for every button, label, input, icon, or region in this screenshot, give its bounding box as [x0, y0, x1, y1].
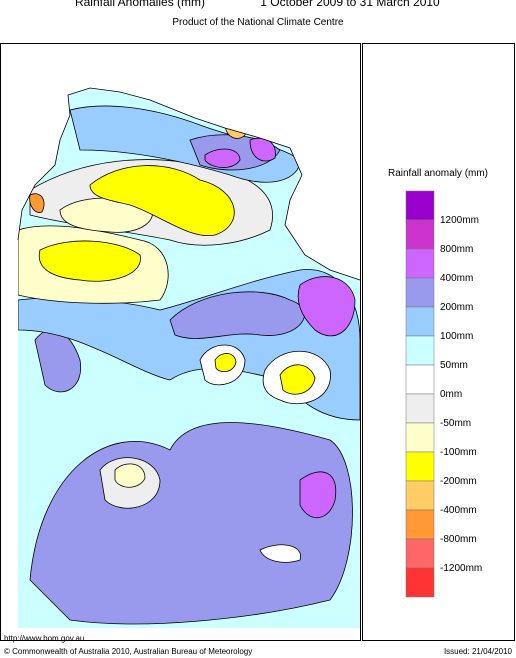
legend-swatch — [405, 567, 435, 598]
issued: Issued: 21/04/2010 — [444, 647, 513, 656]
legend-label: 0mm — [440, 389, 462, 400]
legend-label: -400mm — [440, 505, 477, 516]
anomaly-region — [89, 165, 235, 237]
legend-label: -100mm — [440, 447, 477, 458]
legend-swatch — [405, 335, 435, 366]
legend-label: 100mm — [440, 331, 473, 342]
url: http://www.bom.gov.au — [4, 634, 84, 643]
subtitle: Product of the National Climate Centre — [172, 17, 344, 28]
legend-swatch — [405, 422, 435, 453]
anomaly-region — [29, 193, 45, 213]
legend-swatch — [405, 306, 435, 337]
anomaly-region — [299, 471, 337, 518]
legend-swatch — [405, 364, 435, 395]
anomaly-region — [279, 364, 316, 395]
anomaly-region — [114, 463, 146, 488]
anomaly-region — [297, 276, 356, 337]
anomaly-region — [169, 291, 305, 339]
legend-label: 200mm — [440, 302, 473, 313]
legend-swatch — [405, 509, 435, 540]
legend-label: 400mm — [440, 273, 473, 284]
legend-label: -1200mm — [440, 563, 482, 574]
legend-label: 800mm — [440, 244, 473, 255]
legend-swatch — [405, 480, 435, 511]
legend-swatch — [405, 190, 435, 221]
anomaly-region — [214, 353, 237, 373]
anomaly-region — [38, 240, 141, 282]
legend-swatch — [405, 248, 435, 279]
legend-swatch — [405, 393, 435, 424]
anomaly-region — [59, 197, 153, 233]
legend-label: -800mm — [440, 534, 477, 545]
legend-frame — [362, 43, 515, 641]
legend-label: 1200mm — [440, 215, 479, 226]
legend-label: 50mm — [440, 360, 468, 371]
legend-title: Rainfall anomaly (mm) — [388, 168, 488, 179]
anomaly-region — [259, 544, 301, 563]
title: Rainfall Anomalies (mm) — [75, 0, 205, 9]
legend-label: -50mm — [440, 418, 471, 429]
copyright: © Commonwealth of Australia 2010, Austra… — [4, 647, 252, 656]
legend-swatch — [405, 219, 435, 250]
legend-swatch — [405, 451, 435, 482]
period: 1 October 2009 to 31 March 2010 — [260, 0, 440, 9]
legend-swatch — [405, 277, 435, 308]
legend: 1200mm 800mm 400mm 200mm 100mm 50mm 0mm -50mm -1… — [405, 190, 482, 598]
anomaly-region — [204, 148, 241, 168]
legend-label: -200mm — [440, 476, 477, 487]
coastline — [17, 87, 361, 281]
legend-swatch — [405, 538, 435, 569]
